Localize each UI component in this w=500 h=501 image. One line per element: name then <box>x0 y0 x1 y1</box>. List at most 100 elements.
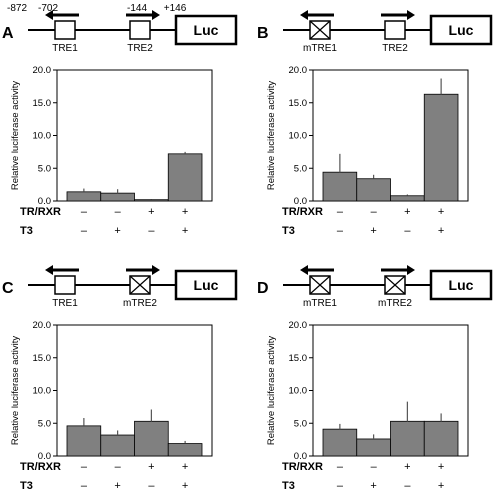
tre-box <box>129 20 151 40</box>
bar <box>167 443 203 457</box>
tre-label: mTRE1 <box>303 43 337 54</box>
luc-reporter-box <box>174 269 238 301</box>
bar <box>134 199 169 202</box>
bar <box>100 192 135 202</box>
position-label: -144 <box>127 3 147 14</box>
y-tick-label: 0.0 <box>294 451 307 462</box>
treatment-table-b: TR/RXR – – + + T3 – + – + <box>282 206 444 237</box>
tre-box <box>54 20 76 40</box>
y-axis-label: Relative luciferase activity <box>10 81 21 191</box>
y-tick-label: 5.0 <box>294 163 307 174</box>
mutation-cross <box>309 275 331 295</box>
construct-diagram-c: C TRE1 mTRE2 Luc <box>2 265 238 309</box>
y-axis-label: Relative luciferase activity <box>10 336 21 446</box>
y-tick-label: 15.0 <box>33 98 52 109</box>
treatment-sign: + <box>148 461 154 473</box>
tre-label: mTRE2 <box>123 298 157 309</box>
treatment-sign: + <box>438 206 444 218</box>
arrow-right-icon <box>152 265 160 275</box>
treatment-sign: – <box>371 461 378 473</box>
treatment-sign: + <box>182 461 188 473</box>
luc-reporter-box <box>174 14 238 46</box>
treatment-sign: + <box>182 480 188 492</box>
t3-label: T3 <box>282 225 295 237</box>
bar <box>322 428 358 457</box>
bar <box>66 191 102 202</box>
treatment-sign: + <box>438 480 444 492</box>
y-tick-label: 0.0 <box>294 196 307 207</box>
treatment-sign: + <box>404 206 410 218</box>
panel-letter: C <box>2 280 14 297</box>
y-tick-label: 10.0 <box>289 131 308 142</box>
luc-label: Luc <box>449 22 474 38</box>
y-tick-label: 15.0 <box>33 353 52 364</box>
arrow-left-icon <box>45 265 53 275</box>
treatment-sign: – <box>115 461 122 473</box>
treatment-sign: + <box>370 480 376 492</box>
bar <box>390 195 425 202</box>
treatment-table-c: TR/RXR – – + + T3 – + – + <box>20 461 188 492</box>
bar-chart-b: 0.0 5.0 10.0 15.0 20.0 Relative luciferase ac… <box>266 65 469 207</box>
panel-letter: B <box>257 25 269 42</box>
t3-label: T3 <box>20 480 33 492</box>
bar <box>134 420 169 457</box>
panel-letter: A <box>2 25 14 42</box>
y-tick-label: 0.0 <box>38 196 51 207</box>
treatment-sign: – <box>81 480 88 492</box>
treatment-sign: – <box>337 461 344 473</box>
arrow-left-icon <box>45 10 53 20</box>
mutation-cross <box>129 275 151 295</box>
treatment-sign: – <box>81 461 88 473</box>
treatment-sign: – <box>404 480 411 492</box>
bar <box>356 178 391 202</box>
y-tick-label: 5.0 <box>38 163 51 174</box>
tre-label: TRE2 <box>382 43 408 54</box>
treatment-sign: – <box>148 480 155 492</box>
bar <box>167 153 203 202</box>
bar <box>322 171 358 202</box>
treatment-sign: – <box>115 206 122 218</box>
arrow-left-icon <box>300 10 308 20</box>
y-tick-label: 20.0 <box>33 65 52 76</box>
y-tick-label: 20.0 <box>289 320 308 331</box>
tr-rxr-label: TR/RXR <box>20 461 61 473</box>
tre-box <box>54 275 76 295</box>
bar-chart-a: 0.0 5.0 10.0 15.0 20.0 Relative luciferase ac… <box>10 65 213 207</box>
treatment-sign: + <box>182 225 188 237</box>
y-tick-label: 10.0 <box>33 131 52 142</box>
tre-label: TRE2 <box>127 43 153 54</box>
position-label: -872 <box>7 3 27 14</box>
panel-letter: D <box>257 280 269 297</box>
arrow-left-icon <box>300 265 308 275</box>
tre-label: mTRE2 <box>378 298 412 309</box>
y-axis-label: Relative luciferase activity <box>266 336 277 446</box>
t3-label: T3 <box>20 225 33 237</box>
treatment-sign: + <box>182 206 188 218</box>
y-axis-label: Relative luciferase activity <box>266 81 277 191</box>
treatment-table-d: TR/RXR – – + + T3 – + – + <box>282 461 444 492</box>
luc-reporter-box <box>429 269 493 301</box>
y-tick-label: 20.0 <box>289 65 308 76</box>
treatment-sign: – <box>371 206 378 218</box>
y-tick-label: 10.0 <box>33 386 52 397</box>
tre-box <box>384 20 406 40</box>
treatment-sign: + <box>438 461 444 473</box>
y-tick-label: 0.0 <box>38 451 51 462</box>
position-label: -702 <box>38 3 58 14</box>
arrow-right-icon <box>152 10 160 20</box>
tr-rxr-label: TR/RXR <box>282 461 323 473</box>
treatment-sign: – <box>337 206 344 218</box>
treatment-sign: – <box>81 206 88 218</box>
treatment-sign: + <box>370 225 376 237</box>
tr-rxr-label: TR/RXR <box>282 206 323 218</box>
bar-chart-c: 0.0 5.0 10.0 15.0 20.0 Relative luciferase ac… <box>10 320 213 462</box>
luc-label: Luc <box>194 277 219 293</box>
y-tick-label: 20.0 <box>33 320 52 331</box>
tre-label: mTRE1 <box>303 298 337 309</box>
treatment-sign: + <box>114 225 120 237</box>
bar <box>423 420 459 457</box>
mutation-cross <box>309 20 331 40</box>
